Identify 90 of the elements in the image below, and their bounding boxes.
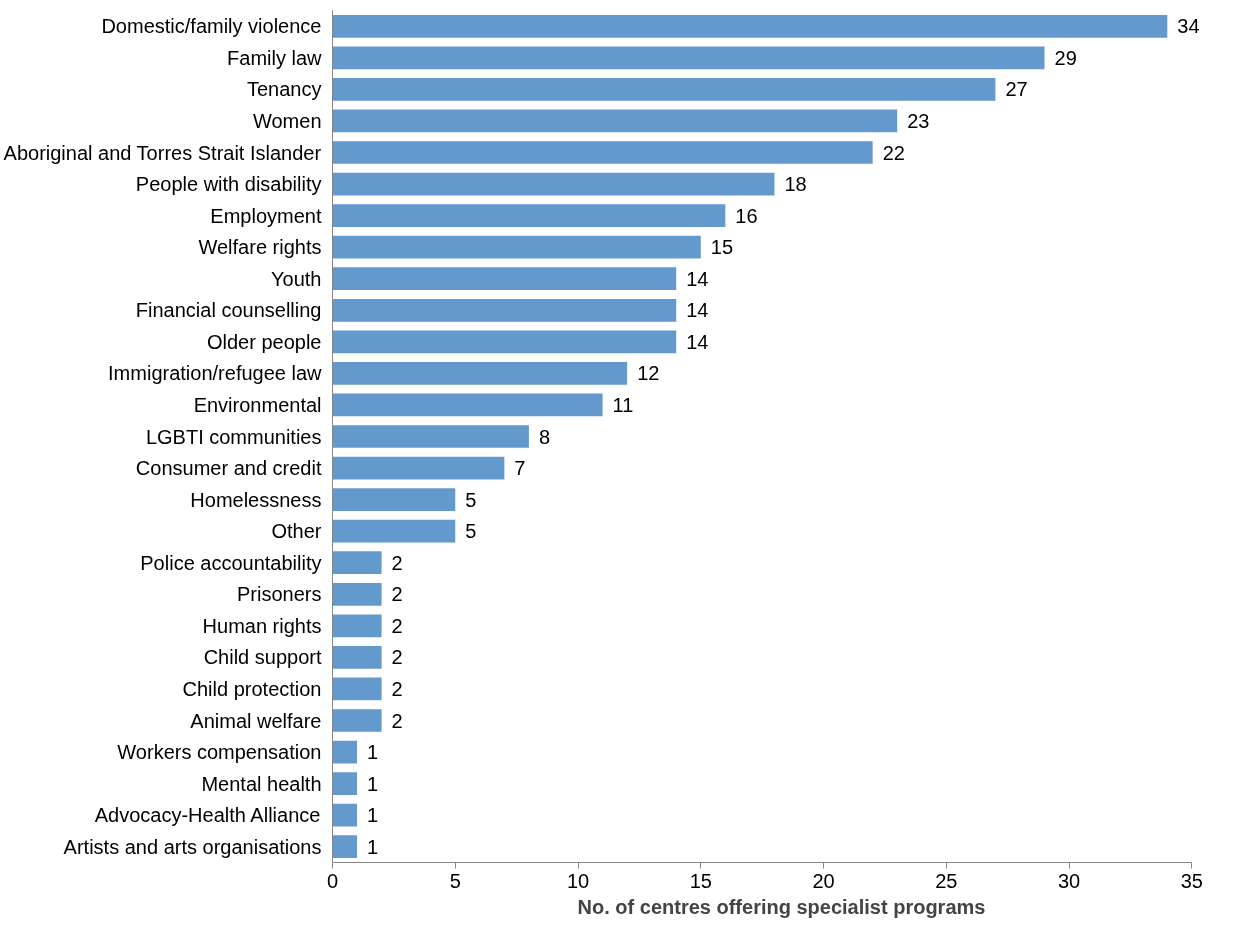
bar [332, 298, 677, 322]
data-label: 18 [784, 173, 807, 196]
y-tick-label: Police accountability [140, 551, 322, 574]
data-label: 14 [686, 330, 709, 353]
x-tick-label: 10 [566, 869, 590, 892]
data-label: 1 [367, 804, 379, 827]
bar [332, 614, 382, 638]
data-label: 1 [367, 741, 379, 764]
y-tick-label: Animal welfare [190, 709, 322, 732]
bar [332, 362, 628, 385]
bar [332, 835, 358, 859]
y-tick-label: Domestic/family violence [101, 15, 322, 38]
data-label: 16 [735, 204, 758, 227]
x-tick-label: 20 [812, 869, 835, 892]
data-label: 2 [391, 614, 403, 637]
bar [332, 740, 358, 764]
data-label: 15 [710, 236, 734, 259]
bar [332, 330, 677, 354]
bar [332, 803, 358, 827]
bar [332, 14, 1168, 38]
y-tick-label: Prisoners [237, 583, 322, 606]
bar [332, 46, 1045, 70]
data-label: 2 [391, 583, 403, 606]
data-label: 27 [1005, 78, 1028, 101]
data-label: 2 [391, 551, 403, 574]
bar [332, 519, 456, 543]
data-label: 7 [514, 457, 526, 480]
data-label: 2 [391, 646, 403, 669]
bar [332, 709, 382, 732]
bar [332, 677, 382, 701]
bar [332, 582, 382, 606]
y-tick-label: Aboriginal and Torres Strait Islander [3, 141, 322, 164]
x-axis-title: No. of centres offering specialist programs [577, 895, 986, 918]
bar [332, 393, 603, 417]
bar [332, 204, 726, 227]
bar [332, 772, 358, 795]
bar [332, 109, 898, 133]
data-label: 14 [686, 299, 709, 322]
x-tick-label: 0 [326, 869, 339, 892]
data-label: 8 [538, 425, 551, 448]
y-tick-label: Advocacy-Health Alliance [94, 804, 321, 827]
data-label: 1 [367, 835, 379, 858]
y-tick-label: Youth [271, 267, 322, 290]
data-label: 2 [391, 709, 403, 732]
bar [332, 78, 996, 101]
data-label: 22 [882, 141, 905, 164]
bar [332, 267, 677, 291]
data-label: 5 [465, 488, 477, 511]
bar [332, 141, 873, 164]
bar [332, 551, 382, 575]
y-tick-label: Child support [203, 646, 322, 669]
y-tick-label: Tenancy [247, 78, 322, 101]
y-tick-label: Immigration/refugee law [108, 362, 323, 385]
y-tick-label: Other [271, 520, 322, 543]
y-tick-label: Welfare rights [198, 236, 322, 259]
data-label: 34 [1177, 15, 1200, 38]
data-label: 23 [907, 109, 930, 132]
x-tick-label: 35 [1180, 869, 1203, 892]
data-label: 11 [612, 393, 634, 416]
data-label: 5 [465, 520, 477, 543]
bar [332, 172, 775, 196]
bar [332, 235, 701, 259]
bar [332, 488, 456, 511]
y-tick-label: Consumer and credit [135, 457, 322, 480]
data-label: 1 [367, 772, 379, 795]
data-label: 12 [637, 362, 660, 385]
x-tick-label: 25 [935, 869, 958, 892]
x-tick-label: 5 [449, 869, 461, 892]
y-tick-label: LGBTI communities [145, 425, 322, 448]
y-tick-label: Homelessness [190, 488, 322, 511]
bar [332, 646, 382, 669]
y-tick-label: Older people [206, 330, 322, 353]
y-tick-label: Mental health [201, 772, 322, 795]
y-tick-label: Family law [227, 46, 323, 69]
y-tick-label: Employment [210, 204, 322, 227]
y-tick-label: Artists and arts organisations [63, 835, 322, 858]
y-tick-label: Financial counselling [135, 299, 322, 322]
x-tick-label: 30 [1057, 869, 1081, 892]
bar [332, 456, 505, 480]
y-tick-label: People with disability [135, 173, 322, 196]
y-tick-label: Workers compensation [117, 741, 322, 764]
bar [332, 425, 529, 448]
data-label: 14 [686, 267, 709, 290]
y-tick-label: Women [252, 109, 322, 132]
data-label: 2 [391, 677, 403, 700]
x-tick-label: 15 [689, 869, 712, 892]
y-tick-label: Human rights [202, 614, 322, 637]
y-tick-label: Environmental [193, 393, 322, 416]
data-label: 29 [1054, 46, 1077, 69]
y-tick-label: Child protection [182, 677, 322, 700]
